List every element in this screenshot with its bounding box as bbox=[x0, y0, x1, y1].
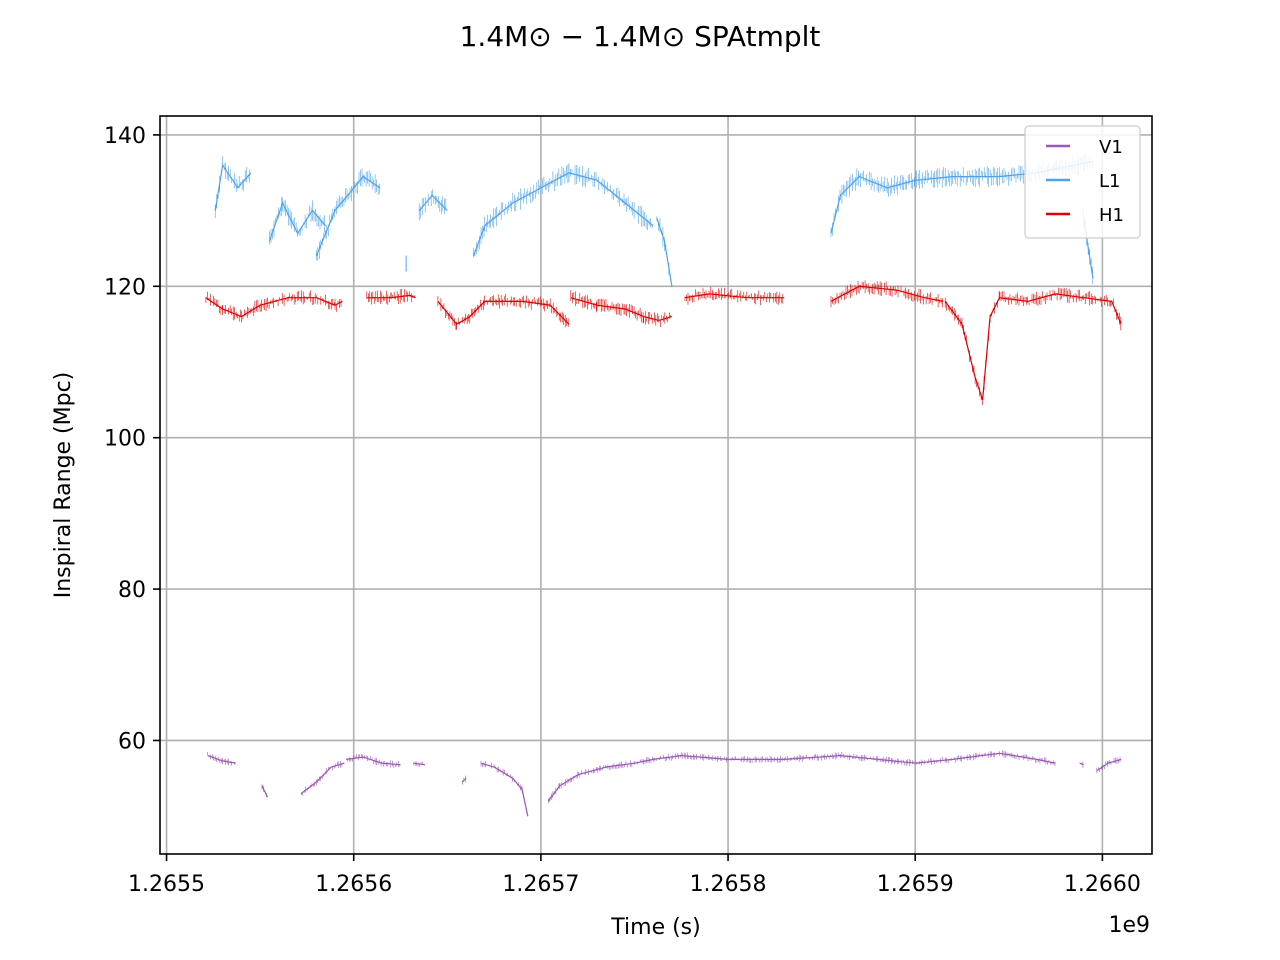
series-l1-noise bbox=[473, 163, 653, 258]
series-h1-noise bbox=[684, 286, 784, 306]
series-v1-noise bbox=[261, 783, 267, 798]
series-v1 bbox=[207, 750, 1122, 817]
series-h1-noise bbox=[830, 280, 943, 308]
y-axis-label: Inspiral Range (Mpc) bbox=[51, 372, 76, 599]
y-tick-label: 120 bbox=[104, 275, 146, 300]
x-tick-label: 1.2656 bbox=[315, 872, 392, 897]
x-tick-label: 1.2655 bbox=[128, 872, 205, 897]
series-v1-noise bbox=[301, 760, 344, 796]
y-axis: 60 80 100 120 140 bbox=[104, 124, 160, 754]
series-l1-noise bbox=[269, 196, 325, 245]
series-v1-noise bbox=[548, 750, 1056, 804]
series-v1-noise bbox=[462, 775, 466, 785]
x-axis: 1.2655 1.2656 1.2657 1.2658 1.2659 1.2660 bbox=[128, 854, 1141, 897]
series-l1-noise bbox=[214, 156, 250, 219]
series-h1-noise bbox=[205, 290, 342, 323]
series-l1-noise bbox=[316, 168, 380, 261]
legend-box bbox=[1024, 125, 1141, 239]
series-v1-noise bbox=[345, 753, 401, 768]
series-h1-noise bbox=[944, 287, 1122, 405]
series-h1-noise bbox=[570, 290, 672, 327]
x-axis-label: Time (s) bbox=[610, 915, 700, 940]
plot-frame bbox=[159, 115, 1153, 855]
y-tick-label: 60 bbox=[118, 729, 146, 754]
series-v1-segment bbox=[346, 756, 401, 766]
x-tick-label: 1.2657 bbox=[502, 872, 579, 897]
legend-label-v1: V1 bbox=[1099, 137, 1123, 158]
y-tick-label: 80 bbox=[118, 578, 146, 603]
x-tick-label: 1.2660 bbox=[1064, 872, 1141, 897]
x-tick-label: 1.2658 bbox=[690, 872, 767, 897]
series-v1-noise bbox=[413, 761, 425, 767]
series-v1-segment bbox=[413, 762, 425, 766]
legend: V1 L1 H1 bbox=[1024, 125, 1141, 239]
series-h1-noise bbox=[437, 293, 569, 330]
series-v1-noise bbox=[480, 760, 527, 813]
grid bbox=[160, 116, 1152, 854]
chart-title: 1.4M⊙ − 1.4M⊙ SPAtmplt bbox=[460, 20, 821, 53]
series-l1-segment bbox=[315, 175, 381, 257]
series-v1-segment bbox=[547, 752, 1056, 802]
y-tick-label: 100 bbox=[104, 427, 146, 452]
legend-label-h1: H1 bbox=[1099, 205, 1124, 226]
series-h1-segment bbox=[570, 297, 673, 322]
series-l1-noise bbox=[656, 216, 671, 280]
series-layer bbox=[205, 154, 1122, 817]
y-tick-label: 140 bbox=[104, 124, 146, 149]
series-v1-noise bbox=[1096, 756, 1121, 774]
x-tick-label: 1.2659 bbox=[877, 872, 954, 897]
series-v1-noise bbox=[1079, 761, 1084, 768]
series-v1-noise bbox=[207, 752, 235, 766]
legend-label-l1: L1 bbox=[1099, 171, 1120, 192]
series-h1 bbox=[205, 280, 1122, 405]
x-axis-offset-label: 1e9 bbox=[1108, 913, 1150, 938]
series-l1-noise bbox=[418, 189, 447, 221]
series-h1-noise bbox=[366, 288, 415, 305]
